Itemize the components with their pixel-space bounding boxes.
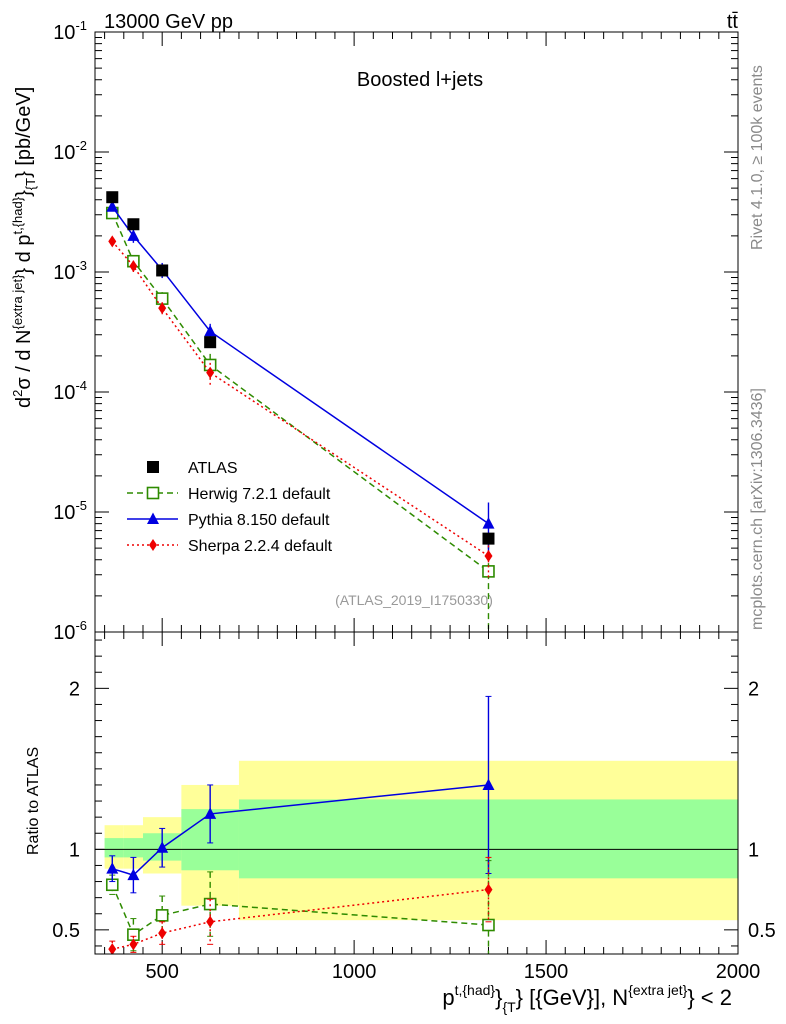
sherpa-ratio-point <box>158 927 167 940</box>
ratio-frame <box>94 631 739 955</box>
mcplots-label: mcplots.cern.ch [arXiv:1306.3436] <box>749 388 766 630</box>
pythia-point <box>106 200 119 212</box>
energy-label: 13000 GeV pp <box>104 11 233 33</box>
sherpa-point <box>206 366 215 379</box>
main-y-tick-label: 10-5 <box>53 498 87 524</box>
legend-herwig-marker <box>146 486 160 500</box>
atlas-data-point <box>482 532 495 545</box>
pythia-ratio-point <box>204 807 217 819</box>
main-panel: Boosted l+jets (ATLAS_2019_I1750330) <box>94 31 739 633</box>
sherpa-point <box>484 549 493 562</box>
ratio-y-axis-label: Ratio to ATLAS <box>25 747 42 855</box>
legend-sherpa-label: Sherpa 2.2.4 default <box>188 538 333 555</box>
main-y-tick-label: 10-3 <box>53 258 87 284</box>
pythia-point <box>482 517 495 529</box>
atlas-data-point <box>106 191 119 204</box>
sherpa-series-line <box>111 240 489 557</box>
herwig-series-line <box>111 212 489 572</box>
ratio-y-tick-label-right: 0.5 <box>748 920 776 942</box>
legend-sherpa-marker <box>149 539 157 551</box>
legend-atlas-marker <box>147 461 159 473</box>
sherpa-point <box>129 260 138 273</box>
main-y-tick-label: 10-2 <box>53 138 87 164</box>
pythia-ratio-point <box>482 778 495 790</box>
herwig-ratio-point <box>155 909 169 922</box>
atlas-data-point <box>156 264 169 277</box>
atlas-data-point <box>127 218 140 231</box>
x-tick-label: 500 <box>145 961 178 983</box>
chart-title: Boosted l+jets <box>357 69 483 91</box>
atlas-data-point <box>204 336 217 349</box>
sherpa-point <box>158 302 167 315</box>
pythia-ratio-point <box>106 862 119 874</box>
x-axis-label: pt,{had}}{T} [{GeV}], N{extra jet}} < 2 <box>442 982 732 1015</box>
x-tick-label: 1500 <box>524 961 569 983</box>
process-label: tt̄ <box>727 11 739 33</box>
pythia-point <box>204 324 217 337</box>
uncertainty-band-green <box>104 838 124 858</box>
legend-pythia-label: Pythia 8.150 default <box>188 512 330 529</box>
sherpa-ratio-point <box>129 938 138 951</box>
legend: ATLAS Herwig 7.2.1 default Pythia 8.150 de… <box>127 460 333 555</box>
pythia-series-line <box>111 206 489 525</box>
pythia-ratio-point <box>127 868 140 881</box>
ratio-panel <box>94 631 739 955</box>
herwig-ratio-point <box>482 918 495 932</box>
x-tick-label: 2000 <box>716 961 761 983</box>
ratio-y-tick-label-right: 2 <box>748 678 759 700</box>
legend-pythia-marker <box>147 512 159 524</box>
rivet-version-label: Rivet 4.1.0, ≥ 100k events <box>749 65 766 250</box>
analysis-label: (ATLAS_2019_I1750330) <box>335 592 493 608</box>
main-y-tick-label: 10-6 <box>53 618 87 644</box>
x-tick-label: 1000 <box>332 961 377 983</box>
main-y-axis-label: d2σ / d N{extra jet}} d pt,{had}}{T} [pb… <box>10 87 38 408</box>
sherpa-ratio-point <box>108 943 117 954</box>
ratio-y-tick-label: 2 <box>69 678 80 700</box>
main-y-tick-label: 10-4 <box>53 378 87 404</box>
legend-herwig-label: Herwig 7.2.1 default <box>188 486 331 503</box>
ratio-y-tick-label-right: 1 <box>748 839 759 861</box>
sherpa-point <box>108 235 117 248</box>
sherpa-ratio-point <box>484 883 493 896</box>
pythia-ratio-point <box>156 841 169 853</box>
sherpa-ratio-point <box>206 915 215 928</box>
legend-atlas-label: ATLAS <box>188 460 238 477</box>
ratio-y-tick-label: 0.5 <box>52 920 80 942</box>
main-y-tick-label: 10-1 <box>53 18 87 44</box>
pythia-point <box>127 229 140 241</box>
uncertainty-band-green <box>123 838 143 858</box>
ratio-y-tick-label: 1 <box>69 839 80 861</box>
sherpa-ratio-line <box>112 888 489 950</box>
